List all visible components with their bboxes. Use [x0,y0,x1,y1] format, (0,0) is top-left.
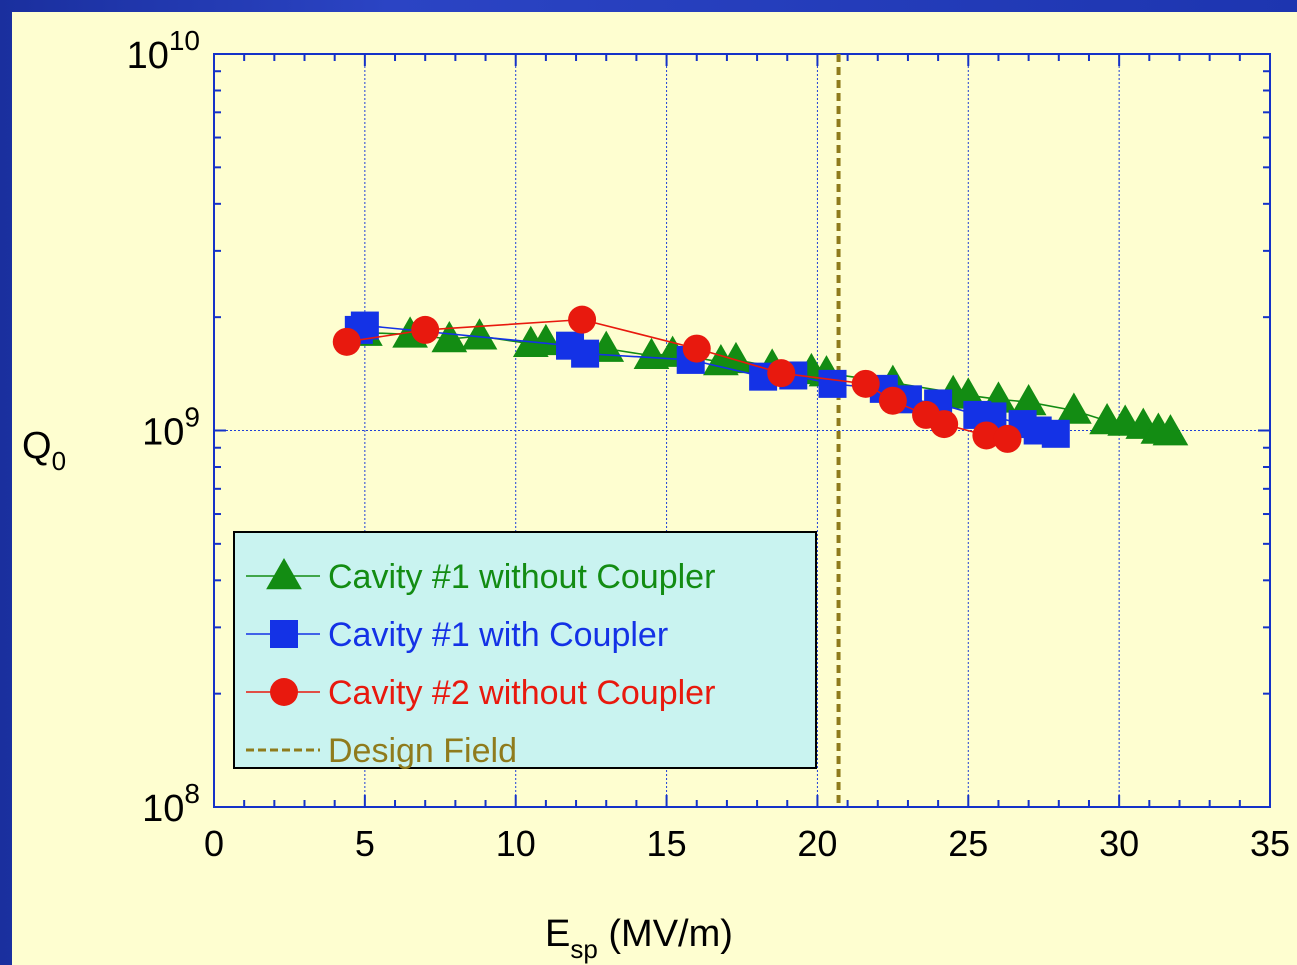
y-tick-label: 109 [142,402,200,454]
data-point [431,320,468,353]
x-axis-title: Esp (MV/m) [545,913,733,964]
x-tick-label: 5 [355,823,375,864]
y-axis-title: Q0 [22,425,66,476]
tick-marks [213,54,1271,808]
legend: Cavity #1 without Coupler Cavity #1 with … [233,531,817,770]
data-point [1056,392,1092,424]
data-point [1041,419,1070,448]
data-point [972,421,1001,450]
legend-swatch-marker [270,620,298,648]
y-tick-label: 1010 [127,25,200,77]
legend-swatch-marker [266,557,302,590]
x-axis-title-sub: sp [570,934,597,964]
y-axis-title-main: Q [22,425,52,467]
data-point [878,386,907,415]
x-tick-labels: 0 5 10 15 20 25 30 35 [204,823,1290,864]
data-point [767,359,796,388]
slide-background: 0 5 10 15 20 25 30 35 108 109 1010 Cavity #1 with… [12,12,1297,965]
legend-item: Cavity #2 without Coupler [246,674,715,712]
x-tick-label: 35 [1250,823,1290,864]
data-point [682,334,711,363]
data-point [461,318,498,350]
legend-label: Cavity #1 without Coupler [328,558,715,596]
data-point [528,323,564,356]
legend-swatch-marker [270,678,298,706]
data-point [571,339,600,368]
data-point [568,305,597,334]
data-point [851,369,880,398]
x-tick-label: 20 [797,823,837,864]
x-tick-label: 30 [1099,823,1139,864]
legend-label: Design Field [328,732,517,770]
data-point [993,424,1022,453]
y-tick-labels: 108 109 1010 [127,25,200,830]
legend-label: Cavity #2 without Coupler [328,674,715,712]
x-axis-title-rest: (MV/m) [598,913,733,955]
x-tick-label: 25 [948,823,988,864]
x-tick-label: 10 [496,823,536,864]
data-point [818,369,847,398]
q0-vs-esp-chart: 0 5 10 15 20 25 30 35 108 109 1010 Cavity #1 with… [22,25,1290,964]
data-point [1152,414,1189,446]
data-point [332,327,361,356]
x-axis-title-main: E [545,913,570,955]
x-tick-label: 15 [647,823,687,864]
y-tick-label: 108 [142,778,200,830]
series-circle [332,305,1022,453]
legend-item: Cavity #1 with Coupler [246,616,668,654]
data-point [411,315,440,344]
x-tick-label: 0 [204,823,224,864]
series-layer [332,54,1189,807]
y-axis-title-sub: 0 [52,446,66,476]
legend-label: Cavity #1 with Coupler [328,616,668,654]
legend-item: Cavity #1 without Coupler [246,557,715,596]
legend-item: Design Field [246,732,517,770]
data-point [930,410,959,439]
legend-box [233,531,817,769]
